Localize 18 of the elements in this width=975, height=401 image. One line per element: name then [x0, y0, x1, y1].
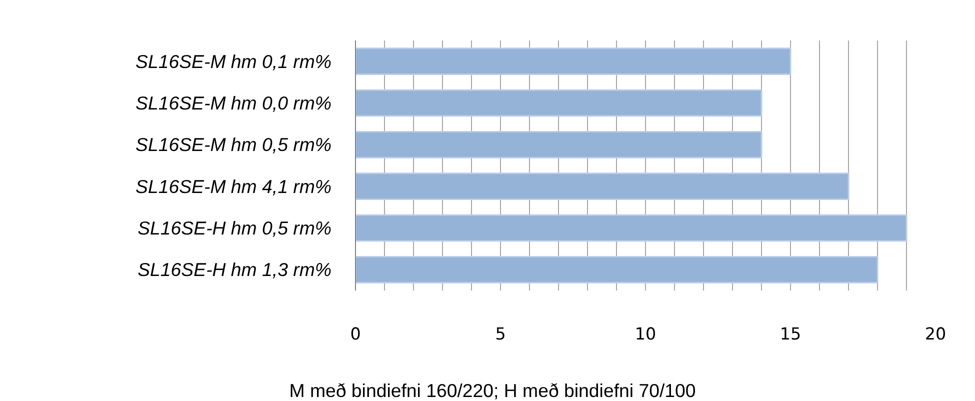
bar: [356, 131, 762, 158]
x-tick-label: 0: [350, 324, 361, 344]
y-tick-label: SL16SE-H hm 0,5 rm%: [138, 218, 332, 238]
x-tick-label: 5: [495, 324, 506, 344]
bar: [356, 48, 792, 75]
x-tick-label: 15: [780, 324, 802, 344]
bar: [356, 89, 762, 117]
bar: [356, 214, 908, 242]
bar: [356, 172, 850, 200]
y-tick-label: SL16SE-M hm 0,1 rm%: [136, 50, 332, 72]
x-tick-label: 10: [634, 324, 656, 344]
x-tick-label: 20: [924, 324, 946, 344]
y-tick-label: SL16SE-H hm 1,3 rm%: [138, 259, 332, 280]
y-tick-label: SL16SE-M hm 0,5 rm%: [136, 134, 332, 156]
y-tick-label: SL16SE-M hm 0,0 rm%: [136, 92, 332, 114]
y-tick-label: SL16SE-M hm 4,1 rm%: [136, 176, 332, 197]
text: M með bindiefni 160/220; H með bindiefni 70/100: [289, 380, 696, 401]
bar: [356, 256, 878, 284]
